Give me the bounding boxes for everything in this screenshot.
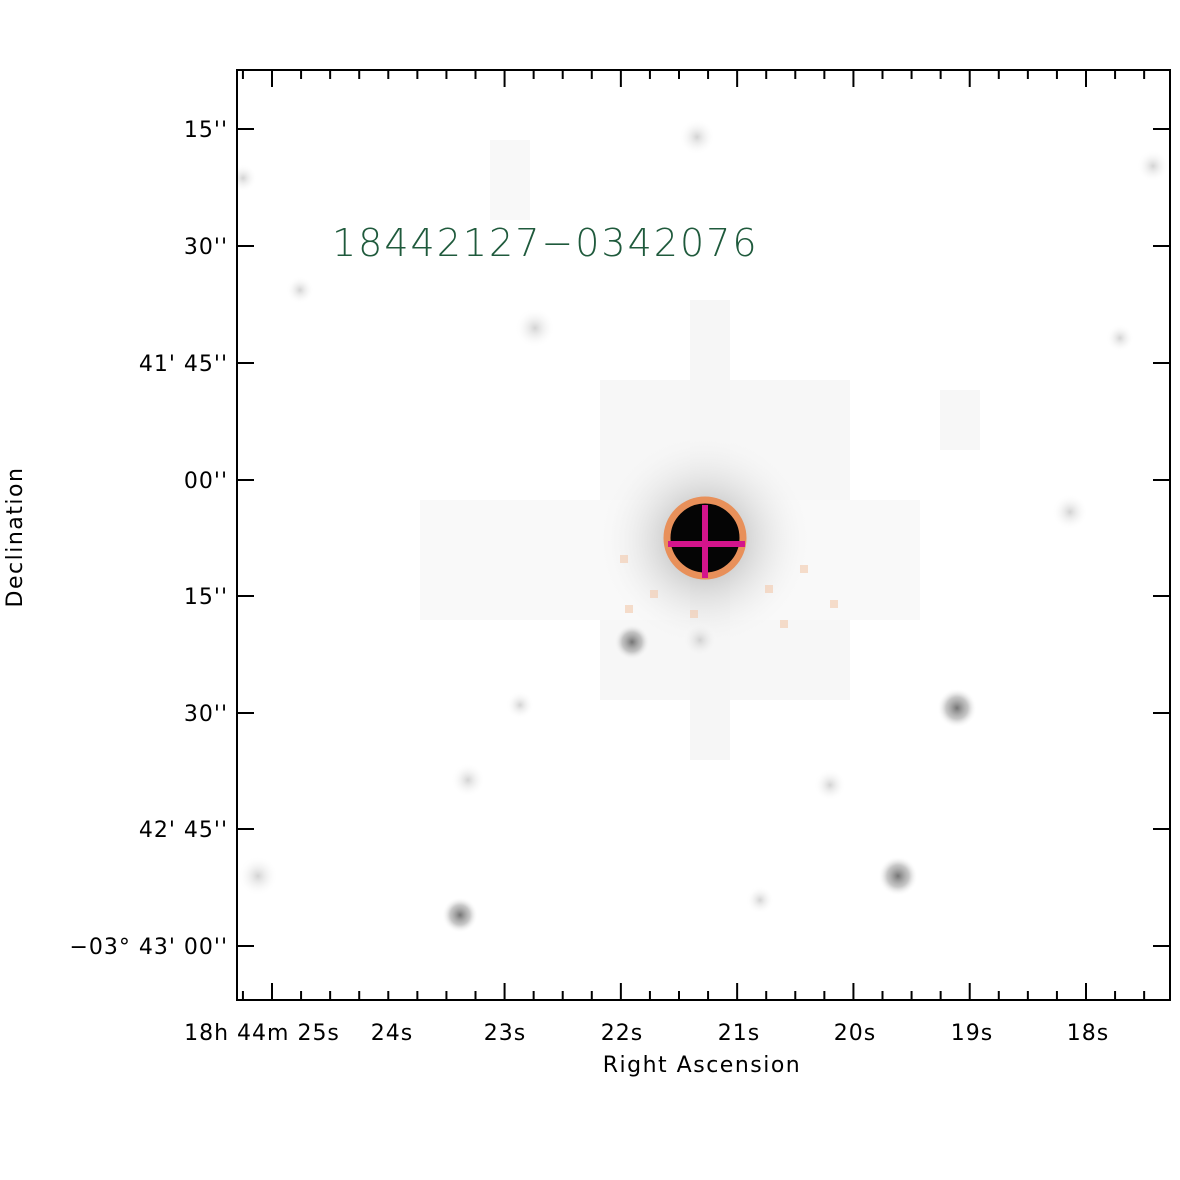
y-tick-label: 41' 45''	[139, 352, 228, 377]
x-tick-label: 21s	[718, 1021, 760, 1046]
y-tick-label: 00''	[184, 469, 228, 494]
y-axis-title: Declination	[3, 467, 28, 608]
y-tick-label: 30''	[184, 235, 228, 260]
x-axis-title: Right Ascension	[603, 1053, 802, 1078]
y-tick-label: 15''	[184, 585, 228, 610]
y-tick-label: −03° 43' 00''	[69, 935, 228, 960]
y-tick-labels: 15'' 30'' 41' 45'' 00'' 15'' 30'' 42' 45…	[69, 118, 228, 960]
object-id-label: 18442127−0342076	[332, 221, 759, 265]
x-tick-label: 18s	[1067, 1021, 1109, 1046]
y-tick-label: 42' 45''	[139, 818, 228, 843]
x-tick-label: 22s	[601, 1021, 643, 1046]
x-tick-label: 18h 44m 25s	[184, 1021, 340, 1046]
y-major-ticks	[237, 128, 1170, 947]
sky-image	[237, 70, 1170, 1000]
x-tick-label: 20s	[834, 1021, 876, 1046]
x-tick-label: 23s	[484, 1021, 526, 1046]
orange-noise	[620, 555, 838, 628]
x-ticks	[241, 70, 1146, 1000]
x-tick-labels: 18h 44m 25s 24s 23s 22s 21s 20s 19s 18s	[184, 1021, 1109, 1046]
y-tick-label: 30''	[184, 702, 228, 727]
x-tick-label: 24s	[371, 1021, 413, 1046]
y-tick-label: 15''	[184, 118, 228, 143]
x-tick-label: 19s	[951, 1021, 993, 1046]
target-cross-marker	[668, 505, 745, 578]
plot-frame	[236, 69, 1171, 1001]
